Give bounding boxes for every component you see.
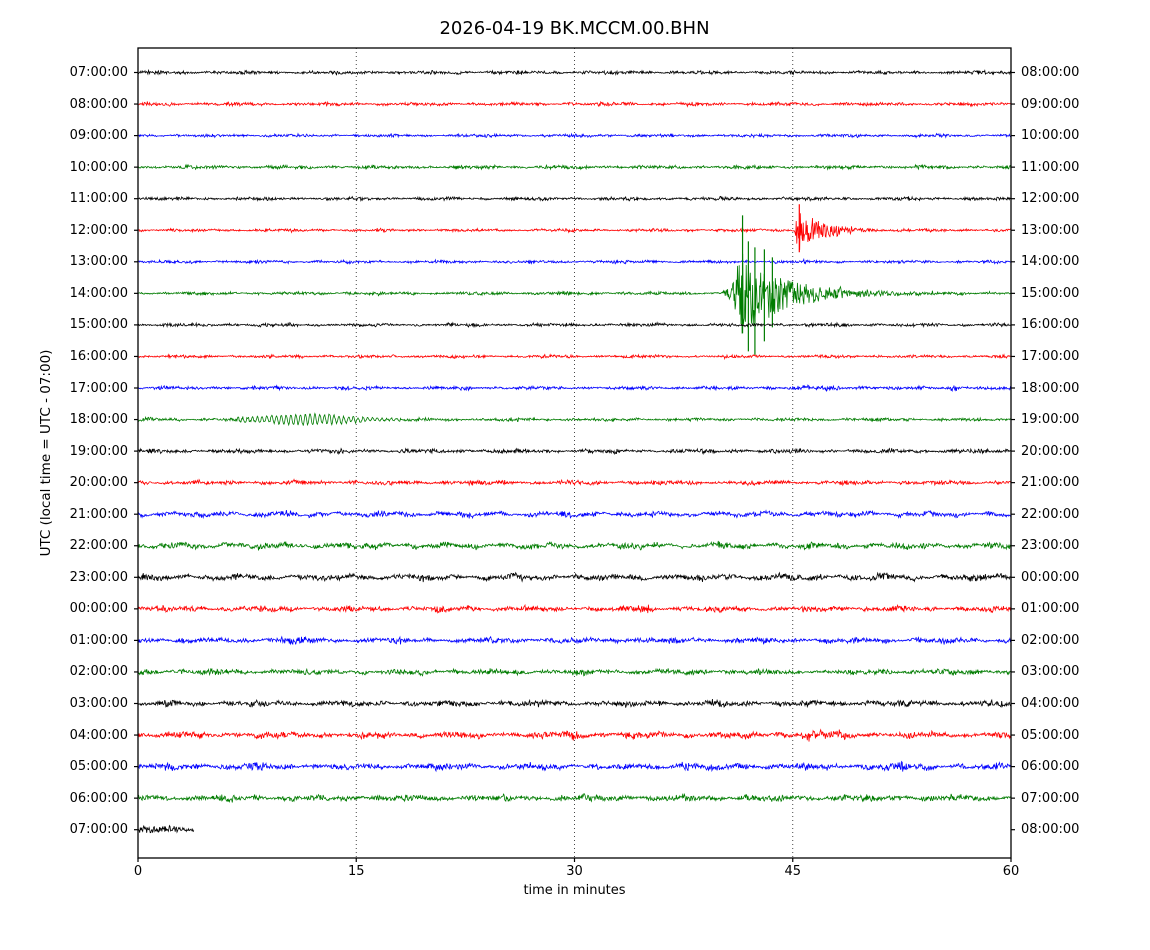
local-time-label: 10:00:00 [1021,128,1080,144]
local-time-label: 23:00:00 [1021,538,1080,554]
trace-170000-utc [137,384,1012,393]
plot-title: 2026-04-19 BK.MCCM.00.BHN [439,18,710,39]
trace-200000-utc [137,478,1012,487]
trace-020000-utc [137,667,1012,677]
utc-time-label: 19:00:00 [69,443,128,459]
local-time-label: 19:00:00 [1021,412,1080,428]
local-time-label: 18:00:00 [1021,380,1080,396]
local-time-label: 20:00:00 [1021,443,1080,459]
trace-190000-utc [137,447,1012,455]
utc-time-label: 13:00:00 [69,254,128,270]
local-time-label: 05:00:00 [1021,727,1080,743]
trace-090000-utc [137,132,1012,139]
trace-030000-utc [137,698,1012,709]
local-time-label: 11:00:00 [1021,159,1080,175]
trace-130000-utc [137,257,1012,265]
trace-080000-utc [137,100,1012,108]
x-tick-label: 0 [133,864,143,879]
local-time-label: 13:00:00 [1021,222,1080,238]
local-time-label: 08:00:00 [1021,65,1080,80]
trace-000000-utc [137,603,1012,614]
local-time-label: 06:00:00 [1021,759,1080,775]
x-tick-label: 45 [784,864,802,879]
local-time-label: 01:00:00 [1021,601,1080,617]
utc-time-label: 07:00:00 [69,822,128,838]
utc-time-label: 16:00:00 [69,348,128,364]
local-time-label: 00:00:00 [1021,569,1080,585]
local-time-label: 04:00:00 [1021,696,1080,711]
utc-time-label: 10:00:00 [69,159,128,175]
utc-time-label: 11:00:00 [69,191,128,207]
utc-time-label: 20:00:00 [69,475,128,491]
utc-time-label: 03:00:00 [69,696,128,711]
local-time-label: 09:00:00 [1021,96,1080,112]
trace-160000-utc [137,353,1012,361]
local-time-label: 15:00:00 [1021,285,1080,301]
utc-time-label: 12:00:00 [69,222,128,238]
local-time-label: 21:00:00 [1021,475,1080,491]
utc-time-label: 17:00:00 [69,380,128,396]
trace-060000-utc [137,792,1011,803]
local-time-label: 14:00:00 [1021,254,1080,270]
utc-time-label: 08:00:00 [69,96,128,112]
x-tick-label: 60 [1002,864,1020,879]
trace-220000-utc [137,540,1012,551]
local-time-label: 17:00:00 [1021,348,1080,364]
utc-time-label: 18:00:00 [69,412,128,428]
utc-time-label: 02:00:00 [69,664,128,680]
local-time-label: 07:00:00 [1021,790,1080,806]
utc-time-label: 23:00:00 [69,569,128,585]
utc-time-label: 01:00:00 [69,632,128,648]
utc-time-label: 07:00:00 [69,65,128,80]
trace-210000-utc [137,509,1012,520]
x-axis-label: time in minutes [523,883,626,898]
trace-140000-utc [137,253,1012,334]
local-time-label: 02:00:00 [1021,632,1080,648]
trace-070000-utc [137,824,195,834]
trace-040000-utc [137,728,1012,742]
trace-230000-utc [137,571,1012,583]
utc-time-label: 15:00:00 [69,317,128,333]
x-tick-label: 30 [566,864,583,879]
utc-time-label: 22:00:00 [69,538,128,554]
trace-050000-utc [137,760,1012,773]
local-time-label: 12:00:00 [1021,191,1080,207]
trace-110000-utc [137,195,1012,202]
trace-100000-utc [137,163,1012,171]
trace-010000-utc [137,635,1012,646]
utc-time-label: 05:00:00 [69,759,128,775]
local-time-label: 03:00:00 [1021,664,1080,680]
utc-time-label: 09:00:00 [69,128,128,144]
utc-time-label: 14:00:00 [69,285,128,301]
x-tick-label: 15 [347,864,365,879]
trace-180000-utc [137,412,1012,427]
local-time-label: 08:00:00 [1021,822,1080,838]
local-time-label: 22:00:00 [1021,506,1080,522]
trace-120000-utc [137,213,1012,250]
utc-time-label: 00:00:00 [69,601,128,617]
utc-time-label: 21:00:00 [69,506,128,522]
local-time-label: 16:00:00 [1021,317,1080,333]
trace-150000-utc [137,321,1012,329]
utc-time-label: 06:00:00 [69,790,128,806]
trace-070000-utc [137,68,1012,76]
utc-time-label: 04:00:00 [69,727,128,743]
